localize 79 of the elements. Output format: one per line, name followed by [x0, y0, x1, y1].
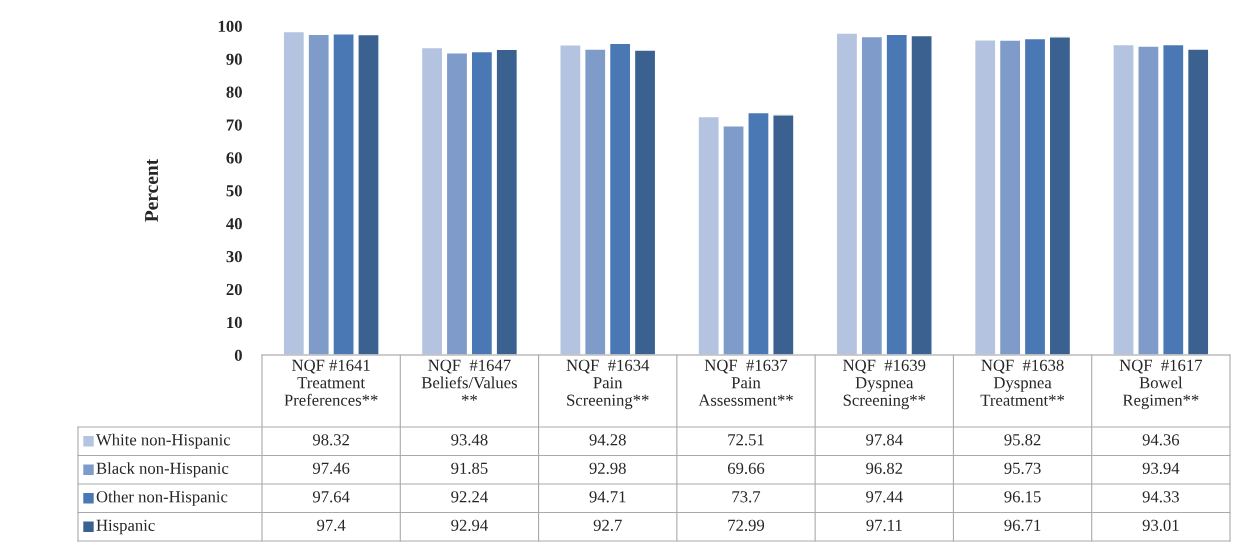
- data-label: 95.73: [1004, 462, 1041, 474]
- bar: [420, 46, 444, 355]
- data-label: 96.82: [866, 462, 903, 474]
- bar: [973, 39, 997, 355]
- bar: [633, 49, 657, 355]
- y-tick-label: 60: [226, 152, 242, 164]
- y-axis-title: Percent: [145, 158, 159, 222]
- legend-label: Other non-Hispanic: [96, 490, 228, 506]
- y-tick-label: 50: [226, 185, 242, 197]
- bar: [307, 33, 330, 355]
- data-label: 97.64: [312, 491, 350, 503]
- data-label: 94.28: [589, 434, 626, 446]
- x-tick-label: NQF #1638 Dyspnea Treatment**: [980, 359, 1065, 406]
- x-tick-label: NQF #1634 Pain Screening**: [566, 359, 650, 410]
- data-label: 97.46: [312, 462, 350, 474]
- y-tick-label: 100: [218, 20, 242, 32]
- y-tick-label: 0: [234, 349, 242, 361]
- data-label: 97.4: [317, 519, 346, 531]
- data-label: 97.11: [866, 519, 902, 531]
- legend-label: Black non-Hispanic: [96, 462, 229, 478]
- bar: [1162, 43, 1185, 355]
- data-label: 94.33: [1142, 491, 1179, 503]
- bar: [445, 52, 469, 355]
- bar: [910, 34, 933, 355]
- y-tick-label: 30: [226, 251, 242, 263]
- y-tick-label: 90: [226, 53, 242, 65]
- bar: [470, 50, 494, 355]
- bar: [608, 42, 632, 355]
- data-label: 92.7: [593, 519, 622, 531]
- data-label: 92.94: [451, 519, 488, 531]
- y-tick-label: 10: [227, 316, 242, 329]
- bar: [559, 44, 582, 355]
- bar: [583, 48, 607, 355]
- bar: [722, 125, 745, 355]
- data-label: 93.94: [1142, 462, 1180, 474]
- bar: [1186, 48, 1210, 355]
- data-label: 97.44: [866, 491, 903, 503]
- y-tick-label: 80: [226, 86, 242, 98]
- bar: [1023, 37, 1047, 355]
- data-label: 97.84: [866, 434, 903, 446]
- bar: [282, 30, 306, 355]
- bar: [885, 33, 909, 355]
- data-label: 92.24: [451, 491, 488, 503]
- x-tick-label: NQF #1641 Treatment Preferences**: [284, 359, 378, 406]
- x-tick-label: NQF #1639 Dyspnea Screening**: [843, 359, 926, 410]
- data-label: 91.85: [451, 462, 488, 474]
- bar: [747, 111, 770, 355]
- data-label: 93.48: [451, 434, 488, 446]
- data-label: 95.82: [1004, 434, 1041, 446]
- data-label: 94.36: [1142, 434, 1180, 446]
- data-label: 98.32: [312, 434, 349, 446]
- x-tick-label: NQF #1637 Pain Assessment**: [698, 359, 793, 406]
- data-label: 72.99: [728, 519, 765, 531]
- x-tick-label: NQF #1647 Beliefs/Values **: [421, 359, 517, 401]
- data-label: 69.66: [727, 462, 765, 474]
- bar: [772, 114, 795, 355]
- bar: [1137, 45, 1160, 355]
- legend-label: White non-Hispanic: [96, 433, 231, 449]
- data-label: 72.51: [728, 434, 764, 446]
- bar: [1112, 43, 1135, 355]
- y-tick-label: 40: [226, 218, 242, 230]
- data-label: 92.98: [589, 462, 626, 474]
- bar: [860, 35, 884, 355]
- data-label: 93.01: [1142, 519, 1179, 531]
- data-label: 73.7: [732, 491, 761, 503]
- bar: [1048, 36, 1072, 355]
- x-tick-label: NQF #1617 Bowel Regimen**: [1119, 359, 1203, 410]
- bar: [998, 39, 1022, 355]
- legend-label: Hispanic: [96, 519, 155, 535]
- bar: [332, 33, 355, 355]
- y-tick-label: 70: [226, 119, 242, 131]
- data-label: 94.71: [589, 491, 626, 503]
- bar: [495, 48, 519, 355]
- data-label: 96.15: [1004, 491, 1041, 503]
- y-tick-label: 20: [226, 283, 242, 296]
- bar: [697, 115, 720, 355]
- data-label: 96.71: [1004, 519, 1041, 531]
- bar: [835, 32, 859, 355]
- bar: [357, 33, 380, 355]
